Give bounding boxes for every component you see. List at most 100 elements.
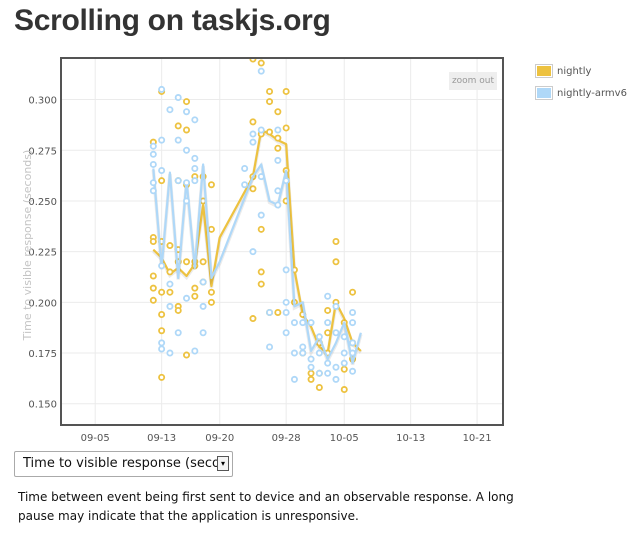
data-point-nightly-armv6[interactable]: [299, 349, 307, 357]
data-point-nightly-armv6[interactable]: [183, 294, 191, 302]
data-point-nightly-armv6[interactable]: [315, 349, 323, 357]
data-point-nightly-armv6[interactable]: [299, 319, 307, 327]
data-point-nightly-armv6[interactable]: [274, 126, 282, 134]
data-point-nightly[interactable]: [207, 298, 215, 306]
data-point-nightly[interactable]: [257, 268, 265, 276]
data-point-nightly[interactable]: [183, 351, 191, 359]
data-point-nightly-armv6[interactable]: [324, 292, 332, 300]
data-point-nightly-armv6[interactable]: [257, 67, 265, 75]
data-point-nightly[interactable]: [257, 225, 265, 233]
data-point-nightly[interactable]: [207, 288, 215, 296]
data-point-nightly[interactable]: [166, 242, 174, 250]
data-point-nightly-armv6[interactable]: [174, 329, 182, 337]
data-point-nightly-armv6[interactable]: [174, 136, 182, 144]
data-point-nightly[interactable]: [266, 98, 274, 106]
data-point-nightly-armv6[interactable]: [166, 302, 174, 310]
data-point-nightly-armv6[interactable]: [199, 278, 207, 286]
data-point-nightly[interactable]: [183, 126, 191, 134]
data-point-nightly-armv6[interactable]: [166, 349, 174, 357]
data-point-nightly-armv6[interactable]: [241, 164, 249, 172]
data-point-nightly-armv6[interactable]: [282, 266, 290, 274]
data-point-nightly[interactable]: [274, 134, 282, 142]
data-point-nightly-armv6[interactable]: [307, 363, 315, 371]
data-point-nightly-armv6[interactable]: [315, 369, 323, 377]
data-point-nightly-armv6[interactable]: [158, 262, 166, 270]
data-point-nightly-armv6[interactable]: [183, 146, 191, 154]
data-point-nightly[interactable]: [274, 108, 282, 116]
data-point-nightly[interactable]: [158, 310, 166, 318]
data-point-nightly[interactable]: [158, 327, 166, 335]
data-point-nightly[interactable]: [307, 375, 315, 383]
data-point-nightly-armv6[interactable]: [149, 150, 157, 158]
data-point-nightly-armv6[interactable]: [332, 329, 340, 337]
data-point-nightly-armv6[interactable]: [349, 367, 357, 375]
data-point-nightly[interactable]: [257, 280, 265, 288]
data-point-nightly-armv6[interactable]: [199, 329, 207, 337]
data-point-nightly-armv6[interactable]: [191, 347, 199, 355]
data-point-nightly[interactable]: [149, 237, 157, 245]
data-point-nightly-armv6[interactable]: [149, 187, 157, 195]
data-point-nightly[interactable]: [315, 383, 323, 391]
data-point-nightly[interactable]: [324, 329, 332, 337]
data-point-nightly[interactable]: [149, 284, 157, 292]
data-point-nightly[interactable]: [266, 87, 274, 95]
data-point-nightly-armv6[interactable]: [191, 177, 199, 185]
data-point-nightly[interactable]: [149, 296, 157, 304]
data-point-nightly-armv6[interactable]: [257, 173, 265, 181]
zoom-out-button[interactable]: zoom out: [449, 72, 497, 90]
data-point-nightly-armv6[interactable]: [241, 181, 249, 189]
data-point-nightly-armv6[interactable]: [257, 211, 265, 219]
data-point-nightly-armv6[interactable]: [340, 349, 348, 357]
data-point-nightly-armv6[interactable]: [249, 138, 257, 146]
data-point-nightly-armv6[interactable]: [349, 319, 357, 327]
data-point-nightly-armv6[interactable]: [158, 339, 166, 347]
data-point-nightly-armv6[interactable]: [332, 302, 340, 310]
data-point-nightly-armv6[interactable]: [274, 201, 282, 209]
data-point-nightly-armv6[interactable]: [332, 363, 340, 371]
data-point-nightly-armv6[interactable]: [307, 319, 315, 327]
data-point-nightly-armv6[interactable]: [158, 85, 166, 93]
data-point-nightly[interactable]: [257, 59, 265, 67]
data-point-nightly[interactable]: [349, 288, 357, 296]
data-point-nightly[interactable]: [324, 306, 332, 314]
data-point-nightly-armv6[interactable]: [199, 302, 207, 310]
data-point-nightly-armv6[interactable]: [349, 349, 357, 357]
data-point-nightly[interactable]: [158, 177, 166, 185]
data-point-nightly-armv6[interactable]: [257, 126, 265, 134]
data-point-nightly[interactable]: [174, 306, 182, 314]
data-point-nightly-armv6[interactable]: [266, 308, 274, 316]
data-point-nightly-armv6[interactable]: [340, 359, 348, 367]
legend-item-nightly[interactable]: nightly: [535, 62, 627, 80]
data-point-nightly-armv6[interactable]: [174, 177, 182, 185]
data-point-nightly[interactable]: [307, 369, 315, 377]
data-point-nightly-armv6[interactable]: [349, 308, 357, 316]
chevron-down-icon[interactable]: ▾: [217, 456, 229, 471]
data-point-nightly[interactable]: [282, 124, 290, 132]
data-point-nightly-armv6[interactable]: [149, 179, 157, 187]
data-point-nightly[interactable]: [166, 288, 174, 296]
data-point-nightly[interactable]: [274, 308, 282, 316]
data-point-nightly[interactable]: [340, 386, 348, 394]
legend-item-nightly-armv6[interactable]: nightly-armv6: [535, 84, 627, 102]
data-point-nightly[interactable]: [332, 258, 340, 266]
data-point-nightly-armv6[interactable]: [324, 359, 332, 367]
data-point-nightly-armv6[interactable]: [282, 177, 290, 185]
data-point-nightly[interactable]: [158, 288, 166, 296]
data-point-nightly-armv6[interactable]: [290, 349, 298, 357]
data-point-nightly[interactable]: [249, 185, 257, 193]
data-point-nightly[interactable]: [158, 373, 166, 381]
data-point-nightly-armv6[interactable]: [174, 94, 182, 102]
data-point-nightly[interactable]: [166, 268, 174, 276]
data-point-nightly-armv6[interactable]: [158, 345, 166, 353]
data-point-nightly-armv6[interactable]: [324, 369, 332, 377]
data-point-nightly-armv6[interactable]: [191, 164, 199, 172]
data-point-nightly-armv6[interactable]: [282, 298, 290, 306]
data-point-nightly[interactable]: [183, 98, 191, 106]
data-point-nightly[interactable]: [266, 128, 274, 136]
data-point-nightly-armv6[interactable]: [332, 375, 340, 383]
data-point-nightly-armv6[interactable]: [166, 106, 174, 114]
data-point-nightly-armv6[interactable]: [249, 130, 257, 138]
metric-select[interactable]: Time to visible response (seconds) ▾: [14, 451, 233, 477]
data-point-nightly-armv6[interactable]: [290, 319, 298, 327]
